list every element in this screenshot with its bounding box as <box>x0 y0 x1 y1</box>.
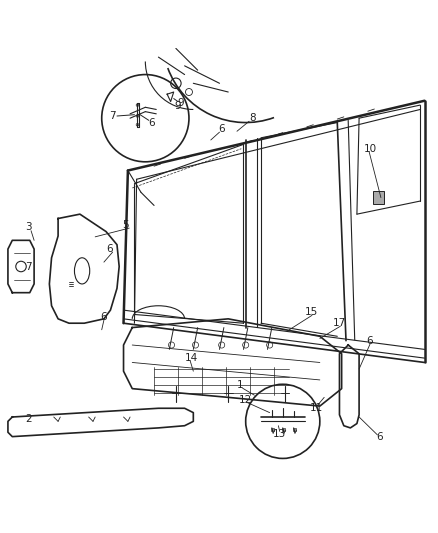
Bar <box>270 429 274 431</box>
Text: 9: 9 <box>177 98 183 108</box>
Text: 13: 13 <box>272 430 286 439</box>
Text: 6: 6 <box>106 244 113 254</box>
Text: 17: 17 <box>332 318 345 328</box>
Bar <box>292 429 296 431</box>
Bar <box>281 429 285 431</box>
Text: 3: 3 <box>25 222 32 232</box>
Text: 6: 6 <box>218 124 225 134</box>
Text: 6: 6 <box>366 336 372 346</box>
Text: 2: 2 <box>25 414 32 424</box>
Text: 7: 7 <box>109 111 116 121</box>
Text: 11: 11 <box>309 403 323 413</box>
Text: 6: 6 <box>376 432 382 442</box>
Text: 14: 14 <box>184 353 198 363</box>
Text: 9: 9 <box>174 101 181 111</box>
FancyBboxPatch shape <box>373 191 383 204</box>
Text: 5: 5 <box>122 220 129 230</box>
Text: 7: 7 <box>25 262 32 271</box>
Text: 10: 10 <box>363 144 376 154</box>
Text: 1: 1 <box>237 380 243 390</box>
Text: 12: 12 <box>239 394 252 405</box>
Text: 15: 15 <box>304 308 317 317</box>
Text: 8: 8 <box>248 113 255 123</box>
Text: 6: 6 <box>100 312 107 322</box>
Text: 6: 6 <box>148 118 155 127</box>
